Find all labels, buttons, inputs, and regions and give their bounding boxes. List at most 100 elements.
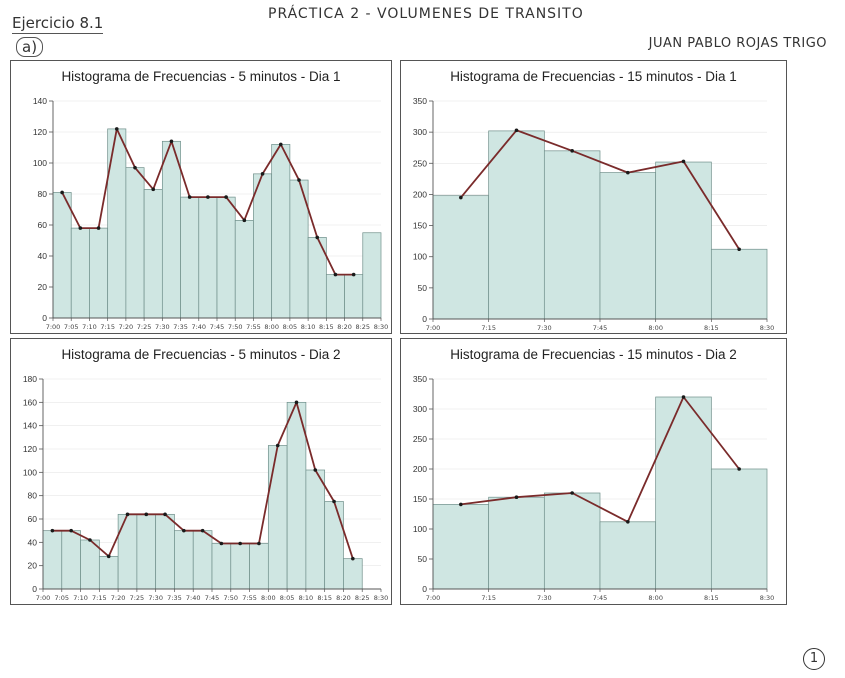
y-tick-label: 300	[413, 404, 427, 414]
y-tick-label: 140	[23, 421, 37, 431]
bar	[198, 196, 218, 319]
y-tick-label: 50	[418, 554, 428, 564]
bar	[488, 496, 545, 590]
x-tick-label: 8:25	[355, 323, 370, 331]
x-tick-label: 7:45	[593, 324, 608, 332]
bar	[655, 161, 712, 320]
bar	[543, 150, 601, 320]
x-tick-label: 8:30	[374, 323, 389, 331]
frequency-polygon	[460, 129, 740, 250]
x-tick-label: 8:10	[299, 594, 314, 602]
x-tick-label: 8:05	[283, 323, 298, 331]
data-point	[238, 541, 242, 546]
chart-title: Histograma de Frecuencias - 15 minutos -…	[450, 69, 737, 84]
bar	[432, 195, 490, 320]
data-point	[60, 190, 64, 195]
y-tick-label: 60	[28, 514, 38, 524]
y-tick-label: 250	[413, 158, 427, 168]
y-tick-label: 120	[23, 444, 37, 454]
x-tick-label: 7:15	[481, 594, 496, 602]
bar	[230, 543, 250, 590]
x-tick-label: 7:50	[223, 594, 238, 602]
bar	[216, 196, 236, 319]
data-point	[737, 247, 741, 252]
y-tick-label: 200	[413, 464, 427, 474]
data-point	[626, 520, 630, 524]
x-tick-label: 7:45	[593, 594, 608, 602]
data-point	[459, 502, 463, 507]
data-point	[351, 272, 356, 277]
x-tick-label: 7:15	[92, 594, 107, 602]
y-tick-label: 20	[38, 282, 48, 292]
bar	[325, 274, 345, 319]
data-point	[151, 187, 156, 192]
bar	[161, 140, 181, 319]
data-point	[78, 226, 83, 230]
y-tick-label: 100	[23, 467, 37, 477]
bar	[599, 172, 657, 320]
x-tick-label: 7:40	[191, 323, 206, 331]
x-tick-label: 8:15	[319, 323, 334, 331]
x-tick-label: 7:55	[242, 594, 257, 602]
histogram-5min-day1: Histograma de Frecuencias - 5 minutos - …	[10, 60, 392, 334]
x-tick-label: 7:00	[36, 594, 51, 602]
data-point	[200, 528, 205, 533]
data-point	[351, 556, 355, 561]
y-tick-label: 150	[413, 221, 427, 231]
x-tick-label: 7:20	[119, 323, 134, 331]
x-tick-label: 7:50	[228, 323, 243, 331]
bar	[253, 173, 273, 319]
chart-title: Histograma de Frecuencias - 5 minutos - …	[61, 69, 340, 84]
data-point	[297, 178, 301, 182]
x-tick-label: 7:55	[246, 323, 261, 331]
x-tick-label: 7:30	[537, 324, 552, 332]
bar	[80, 539, 100, 590]
x-tick-label: 7:30	[148, 594, 163, 602]
x-tick-label: 7:35	[173, 323, 188, 331]
x-tick-label: 7:45	[210, 323, 225, 331]
data-point	[242, 218, 247, 223]
x-tick-label: 7:20	[111, 594, 126, 602]
data-point	[260, 172, 265, 176]
bar	[271, 144, 291, 319]
data-point	[514, 128, 519, 133]
bar	[710, 468, 768, 590]
page-title: PRÁCTICA 2 - VOLUMENES DE TRANSITO	[268, 6, 584, 22]
author-name: JUAN PABLO ROJAS TRIGO	[648, 36, 827, 51]
bar	[174, 530, 194, 590]
x-tick-label: 7:15	[100, 323, 115, 331]
x-tick-label: 8:00	[264, 323, 279, 331]
y-tick-label: 150	[413, 494, 427, 504]
x-tick-label: 7:00	[426, 324, 441, 332]
y-tick-label: 40	[28, 537, 38, 547]
x-tick-label: 8:30	[760, 324, 775, 332]
y-tick-label: 0	[42, 313, 47, 323]
bar	[343, 558, 363, 590]
data-point	[681, 395, 686, 399]
part-label: a)	[16, 37, 44, 57]
x-tick-label: 8:15	[317, 594, 332, 602]
data-point	[332, 499, 336, 504]
y-tick-label: 0	[422, 314, 427, 324]
bar	[362, 232, 382, 319]
data-point	[681, 159, 686, 164]
y-tick-label: 350	[413, 374, 427, 384]
page-number: 1	[803, 648, 825, 670]
x-tick-label: 7:45	[205, 594, 220, 602]
chart-svg: Histograma de Frecuencias - 5 minutos - …	[33, 69, 389, 331]
exercise-label: Ejercicio 8.1	[12, 14, 104, 34]
y-tick-label: 300	[413, 127, 427, 137]
data-point	[125, 512, 130, 517]
x-tick-label: 8:25	[355, 594, 370, 602]
bar	[192, 530, 213, 590]
x-tick-label: 8:05	[280, 594, 295, 602]
data-point	[570, 149, 574, 153]
x-tick-label: 8:10	[301, 323, 316, 331]
y-tick-label: 250	[413, 434, 427, 444]
data-point	[459, 195, 463, 200]
data-point	[294, 400, 299, 405]
data-point	[169, 139, 174, 144]
bar	[599, 521, 657, 590]
chart-svg: Histograma de Frecuencias - 15 minutos -…	[413, 347, 774, 602]
data-point	[69, 528, 73, 533]
